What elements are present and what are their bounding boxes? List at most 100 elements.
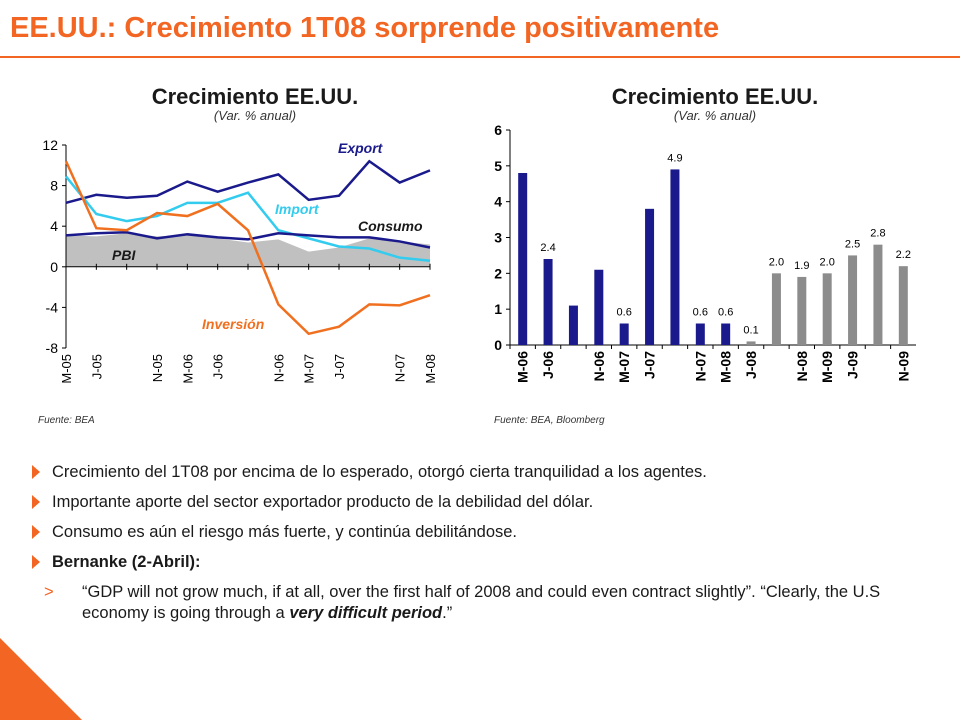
- data-label: 0.6: [693, 307, 708, 319]
- y-tick-label: 3: [494, 230, 502, 246]
- bar: [568, 305, 578, 345]
- y-tick-label: -8: [46, 340, 59, 356]
- bar: [822, 273, 832, 345]
- x-tick-label: J-06: [211, 354, 226, 379]
- y-tick-label: 5: [494, 158, 502, 174]
- data-label: 2.5: [845, 238, 860, 250]
- right-chart-title: Crecimiento EE.UU.: [611, 84, 819, 109]
- series-line-consumo: [65, 231, 431, 249]
- data-label: 2.0: [820, 256, 835, 268]
- bullet-text: Bernanke (2-Abril):: [52, 553, 201, 571]
- x-tick-label: N-06: [271, 354, 286, 382]
- x-tick-label: M-06: [515, 351, 531, 383]
- x-tick-label: N-05: [150, 354, 165, 382]
- bar: [670, 169, 680, 345]
- bar: [645, 208, 655, 345]
- bar: [594, 269, 604, 345]
- quote-marker: >: [44, 583, 54, 601]
- x-tick-label: N-07: [692, 351, 708, 382]
- data-label: 2.0: [769, 256, 784, 268]
- series-label: Export: [338, 140, 384, 156]
- bullet-arrow-icon: [32, 495, 40, 509]
- bullet-item: Consumo es aún el riesgo más fuerte, y c…: [30, 522, 930, 542]
- bullet-item: Crecimiento del 1T08 por encima de lo es…: [30, 462, 930, 482]
- x-tick-label: M-06: [180, 354, 195, 384]
- y-tick-label: 4: [50, 218, 58, 234]
- y-tick-label: 4: [494, 194, 502, 210]
- left-chart-title: Crecimiento EE.UU.: [151, 84, 359, 109]
- series-label: Consumo: [358, 218, 423, 234]
- left-chart-source: Fuente: BEA: [38, 415, 95, 426]
- quote-emphasis: very difficult period: [289, 604, 443, 622]
- series-label: Import: [275, 201, 320, 217]
- series-line-import: [65, 175, 431, 262]
- bar: [543, 259, 553, 345]
- bar: [619, 323, 629, 345]
- x-tick-label: M-05: [59, 354, 74, 384]
- data-label: 0.6: [617, 307, 632, 319]
- series-label: Inversión: [202, 316, 264, 332]
- y-tick-label: 0: [50, 259, 58, 275]
- y-tick-label: 0: [494, 337, 502, 353]
- bar: [695, 323, 705, 345]
- series-label: PBI: [112, 247, 136, 263]
- quote-end: .”: [442, 604, 453, 622]
- series-area-pbi: [66, 233, 430, 267]
- bar: [873, 244, 883, 345]
- y-tick-label: 1: [494, 301, 502, 317]
- line-chart: -8 -4 0 4 8 12 M-05 J-05 N-05 M-06 J-06 N-06 M-07 J-0…: [42, 137, 438, 384]
- y-tick-label: -4: [46, 299, 59, 315]
- bar: [518, 173, 528, 345]
- right-chart-source: Fuente: BEA, Bloomberg: [494, 415, 605, 426]
- left-chart-subtitle: (Var. % anual): [213, 108, 297, 123]
- x-tick-label: J-08: [743, 351, 759, 379]
- title-rule: [0, 56, 960, 58]
- series-line-export: [65, 159, 431, 205]
- bar: [797, 276, 807, 345]
- y-tick-label: 6: [494, 122, 502, 138]
- bar: [746, 341, 756, 345]
- x-tick-label: N-09: [895, 351, 911, 382]
- x-tick-label: M-07: [302, 354, 317, 384]
- bullet-item: Bernanke (2-Abril):: [30, 552, 930, 572]
- bullet-text: Importante aporte del sector exportador …: [52, 493, 594, 511]
- x-tick-label: M-09: [819, 351, 835, 383]
- series-line-inversin: [64, 160, 431, 336]
- data-label: 0.6: [718, 307, 733, 319]
- x-tick-label: M-07: [616, 351, 632, 383]
- data-label: 0.1: [743, 324, 758, 336]
- x-tick-label: J-09: [845, 351, 861, 379]
- data-label: 1.9: [794, 260, 809, 272]
- quote-item: > “GDP will not grow much, if at all, ov…: [30, 582, 930, 624]
- right-chart-subtitle: (Var. % anual): [673, 108, 757, 123]
- bullet-list: Crecimiento del 1T08 por encima de lo es…: [30, 462, 930, 624]
- x-tick-label: J-06: [540, 351, 556, 379]
- bar: [721, 323, 731, 345]
- slide-title: EE.UU.: Crecimiento 1T08 sorprende posit…: [10, 12, 720, 44]
- x-tick-label: N-08: [794, 351, 810, 382]
- corner-decoration: [0, 638, 82, 720]
- x-tick-label: J-07: [642, 351, 658, 379]
- bullet-arrow-icon: [32, 555, 40, 569]
- bar: [848, 255, 858, 345]
- quote-text: “GDP will not grow much, if at all, over…: [82, 583, 881, 622]
- bar-chart: 0 1 2 3 4 5 6 2.4 0.6 4.9 0.6 0.6 0.1 2.0 1.9 2.0 2.5 2.8…: [494, 122, 916, 383]
- x-tick-label: N-06: [591, 351, 607, 382]
- bullet-text: Crecimiento del 1T08 por encima de lo es…: [52, 463, 707, 481]
- data-label: 4.9: [667, 152, 682, 164]
- data-label: 2.8: [870, 228, 885, 240]
- y-tick-label: 2: [494, 265, 502, 281]
- x-tick-label: M-08: [718, 351, 734, 383]
- x-tick-label: J-07: [332, 354, 347, 379]
- x-tick-label: J-05: [89, 354, 104, 379]
- bullet-text: Consumo es aún el riesgo más fuerte, y c…: [52, 523, 518, 541]
- x-tick-label: M-08: [423, 354, 438, 384]
- bullet-item: Importante aporte del sector exportador …: [30, 492, 930, 512]
- y-tick-label: 12: [42, 137, 58, 153]
- bullet-arrow-icon: [32, 465, 40, 479]
- bar: [771, 273, 781, 345]
- data-label: 2.2: [896, 249, 911, 261]
- data-label: 2.4: [540, 242, 555, 254]
- y-tick-label: 8: [50, 178, 58, 194]
- bullet-arrow-icon: [32, 525, 40, 539]
